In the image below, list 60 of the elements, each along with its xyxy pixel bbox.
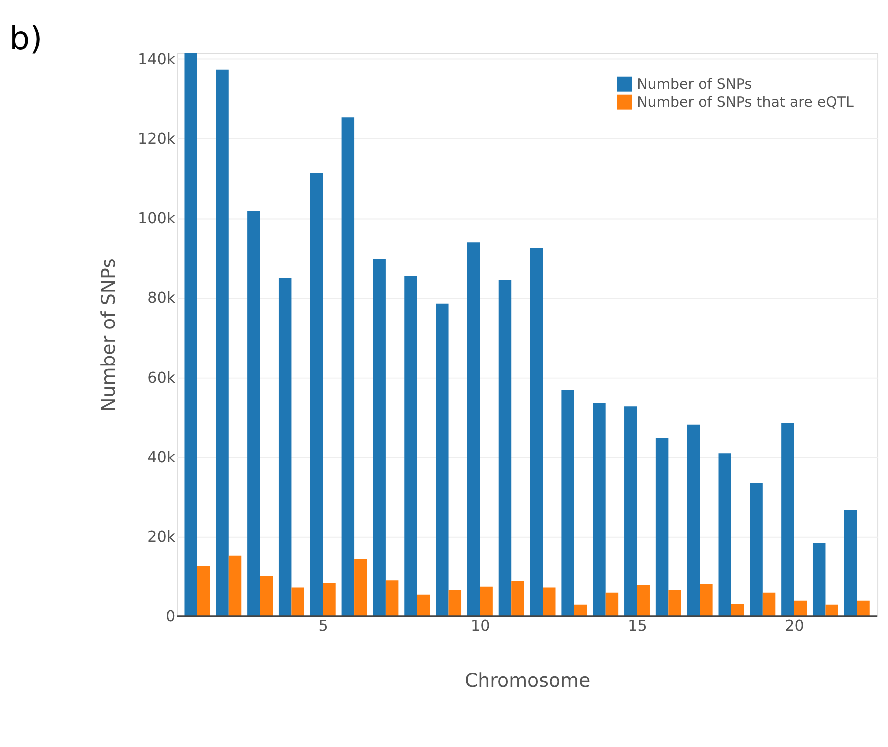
bar (373, 259, 386, 616)
bar (543, 588, 556, 616)
bar (228, 556, 242, 616)
y-tick-label: 100k (138, 210, 176, 228)
bar (731, 604, 744, 616)
bar (260, 576, 274, 616)
bar (624, 406, 638, 616)
bar (417, 594, 430, 616)
y-tick-label: 20k (148, 528, 176, 546)
x-tick-label: 10 (471, 617, 490, 636)
bar (530, 248, 544, 616)
bar (248, 211, 260, 616)
bar (826, 604, 838, 616)
y-tick-label: 40k (148, 448, 176, 466)
bar (436, 304, 449, 616)
bar (718, 454, 732, 616)
bar (656, 438, 669, 616)
bar (404, 276, 418, 616)
y-tick-label: 60k (148, 368, 176, 387)
y-axis-title: Number of SNPs (98, 258, 120, 412)
bar (794, 600, 808, 616)
bar (750, 483, 763, 616)
bar (668, 590, 682, 616)
bar (184, 53, 198, 616)
bar (216, 70, 229, 616)
bar (812, 543, 826, 616)
bar (292, 588, 304, 616)
bar (467, 242, 480, 616)
bar (606, 592, 619, 616)
bar (844, 510, 858, 616)
bar (197, 566, 210, 616)
text: b) (10, 20, 43, 58)
bar (278, 278, 292, 616)
bar (448, 590, 462, 616)
bar (593, 403, 606, 616)
bar (480, 586, 493, 616)
bar (342, 118, 355, 616)
bar (386, 580, 399, 616)
bar (310, 173, 324, 616)
bar (700, 584, 713, 616)
y-tick-label: 0 (166, 608, 176, 626)
legend-label: Number of SNPs that are eQTL (637, 95, 854, 112)
y-tick-label: 120k (138, 130, 176, 148)
bar (323, 582, 336, 616)
x-tick-label: 20 (785, 617, 804, 636)
bar (687, 424, 700, 616)
y-tick-label: 80k (148, 289, 176, 308)
bar (782, 423, 794, 616)
x-axis-title: Chromosome (464, 670, 591, 692)
y-tick-label: 140k (138, 50, 176, 68)
x-tick-label: 15 (628, 617, 648, 636)
bar (354, 559, 368, 616)
bar (637, 584, 650, 616)
bar (762, 592, 776, 616)
bar (512, 581, 524, 616)
legend-label: Number of SNPs (637, 77, 752, 94)
x-tick-label: 5 (318, 617, 328, 636)
bar (857, 600, 870, 616)
bar (562, 390, 574, 616)
bar (498, 280, 512, 616)
